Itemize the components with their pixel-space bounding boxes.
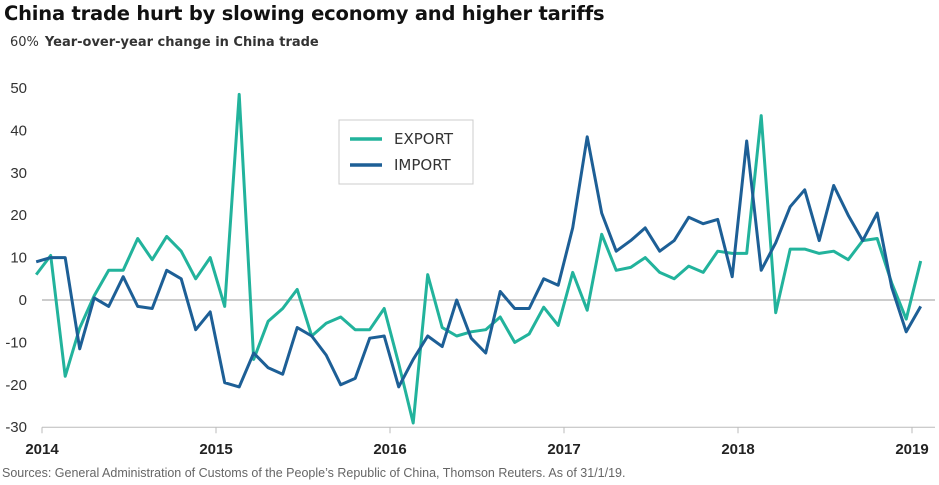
x-tick-label: 2015 — [199, 441, 232, 458]
chart-title: China trade hurt by slowing economy and … — [4, 2, 605, 25]
legend-label-import: IMPORT — [394, 156, 452, 174]
y-tick-label: 40 — [10, 122, 27, 139]
x-tick-label: 2019 — [895, 441, 928, 458]
y-tick-label: -20 — [5, 377, 27, 394]
x-tick-label: 2014 — [25, 441, 59, 458]
legend-label-export: EXPORT — [394, 130, 454, 148]
source-note: Sources: General Administration of Custo… — [2, 466, 626, 480]
axes: -30 -20 -10 0 10 20 30 40 50 2014 2015 2016 2017 2018… — [5, 80, 935, 458]
y-tick-label: -30 — [5, 419, 27, 436]
y-tick-label: 10 — [10, 250, 27, 267]
y-tick-label: 20 — [10, 207, 27, 224]
legend-box — [338, 119, 474, 185]
y-tick-label: 50 — [10, 80, 27, 97]
y-tick-label: 0 — [19, 292, 27, 309]
series-lines — [35, 92, 923, 425]
x-tick-label: 2018 — [721, 441, 754, 458]
legend: EXPORT IMPORT — [338, 119, 474, 185]
x-tick-label: 2016 — [373, 441, 406, 458]
y-axis-label: Year-over-year change in China trade — [44, 35, 319, 50]
y-tick-label: 30 — [10, 165, 27, 182]
chart-subtitle: 60% Year-over-year change in China trade — [10, 35, 319, 50]
y-tick-label: -10 — [5, 334, 27, 351]
y-axis-unit-label: 60% — [10, 35, 39, 50]
series-line-import — [35, 135, 923, 389]
x-tick-label: 2017 — [547, 441, 580, 458]
series-line-export — [35, 92, 923, 425]
